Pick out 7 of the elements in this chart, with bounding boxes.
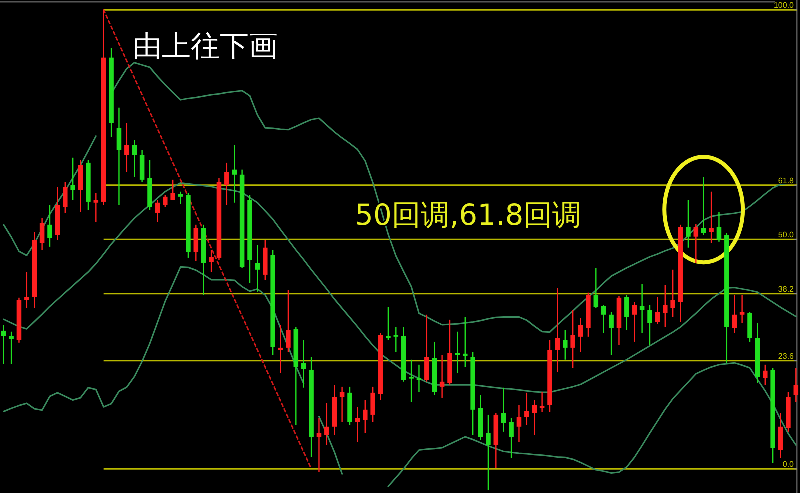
y-tick-label: 61.8	[778, 176, 795, 186]
y-tick-label: 0.0	[782, 460, 795, 470]
annotation: 由上往下画	[133, 29, 278, 63]
y-tick-label: 23.6	[778, 352, 795, 361]
y-tick-label: 38.2	[778, 284, 795, 294]
y-tick-label: 50.0	[778, 230, 795, 240]
y-tick-label: 100.0	[774, 1, 795, 10]
